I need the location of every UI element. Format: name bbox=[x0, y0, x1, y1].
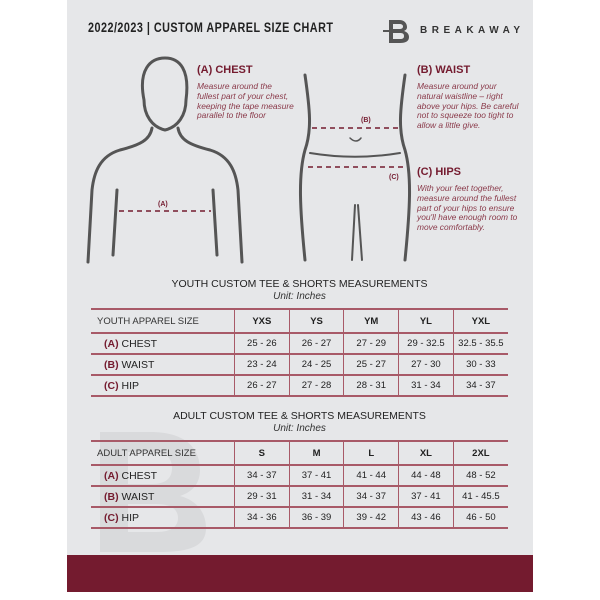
size-header: M bbox=[288, 440, 344, 466]
size-header: YXL bbox=[452, 308, 508, 334]
table-row: (B) WAIST 23 - 24 24 - 25 25 - 27 27 - 30 30 … bbox=[91, 353, 508, 376]
waist-description: Measure around your natural waistline – … bbox=[417, 81, 519, 131]
page-title: 2022/2023 | CUSTOM APPAREL SIZE CHART bbox=[88, 20, 334, 35]
measurement-letter: (B) bbox=[104, 358, 119, 371]
measurement-name: WAIST bbox=[121, 490, 155, 503]
hips-heading: (C) HIPS bbox=[417, 166, 461, 178]
measurement-letter: (A) bbox=[104, 469, 119, 482]
measurement-label: (A) CHEST bbox=[91, 332, 235, 355]
youth-size-table: YOUTH APPAREL SIZE YXS YS YM YL YXL (A) CHEST 2… bbox=[91, 308, 508, 397]
measurement-name: CHEST bbox=[121, 469, 158, 482]
measurement-name: WAIST bbox=[121, 358, 155, 371]
table-header-row: YOUTH APPAREL SIZE YXS YS YM YL YXL bbox=[91, 308, 508, 334]
table-row: (B) WAIST 29 - 31 31 - 34 34 - 37 37 - 41 41 … bbox=[91, 485, 508, 508]
measurement-value: 46 - 50 bbox=[452, 506, 508, 529]
measurement-value: 37 - 41 bbox=[288, 464, 344, 487]
measurement-value: 31 - 34 bbox=[398, 374, 454, 397]
measurement-value: 26 - 27 bbox=[288, 332, 344, 355]
size-header: L bbox=[343, 440, 399, 466]
measurement-value: 34 - 37 bbox=[452, 374, 508, 397]
size-header: YS bbox=[288, 308, 344, 334]
size-header: XL bbox=[398, 440, 454, 466]
waist-heading: (B) WAIST bbox=[417, 64, 471, 76]
table-row: (A) CHEST 25 - 26 26 - 27 27 - 29 29 - 32.5 3… bbox=[91, 332, 508, 355]
marker-c: (C) bbox=[389, 174, 399, 181]
size-header: YL bbox=[398, 308, 454, 334]
youth-table-title: YOUTH CUSTOM TEE & SHORTS MEASUREMENTS bbox=[171, 278, 428, 290]
row-label-header: ADULT APPAREL SIZE bbox=[91, 440, 235, 466]
marker-b: (B) bbox=[361, 117, 371, 124]
youth-unit: Unit: Inches bbox=[273, 291, 326, 302]
measurement-figures: (A) (B) (C) bbox=[86, 56, 412, 264]
measurement-value: 24 - 25 bbox=[288, 353, 344, 376]
measurement-value: 34 - 37 bbox=[343, 485, 399, 508]
measurement-value: 34 - 36 bbox=[234, 506, 290, 529]
measurement-label: (B) WAIST bbox=[91, 485, 235, 508]
measurement-value: 23 - 24 bbox=[234, 353, 290, 376]
measurement-name: HIP bbox=[121, 511, 140, 524]
measurement-value: 39 - 42 bbox=[343, 506, 399, 529]
size-header: YXS bbox=[234, 308, 290, 334]
measurement-value: 29 - 32.5 bbox=[398, 332, 454, 355]
measurement-label: (B) WAIST bbox=[91, 353, 235, 376]
adult-table-title: ADULT CUSTOM TEE & SHORTS MEASUREMENTS bbox=[173, 410, 426, 422]
size-header: YM bbox=[343, 308, 399, 334]
measurement-value: 43 - 46 bbox=[398, 506, 454, 529]
measurement-value: 41 - 44 bbox=[343, 464, 399, 487]
measurement-value: 26 - 27 bbox=[234, 374, 290, 397]
size-header: S bbox=[234, 440, 290, 466]
row-label-header: YOUTH APPAREL SIZE bbox=[91, 308, 235, 334]
chest-heading: (A) CHEST bbox=[197, 64, 253, 76]
footer-band bbox=[67, 555, 533, 592]
adult-size-table: ADULT APPAREL SIZE S M L XL 2XL (A) CHEST 34 - … bbox=[91, 440, 508, 529]
measurement-value: 41 - 45.5 bbox=[452, 485, 508, 508]
measurement-value: 27 - 30 bbox=[398, 353, 454, 376]
measurement-value: 31 - 34 bbox=[288, 485, 344, 508]
bottom-margin bbox=[67, 592, 533, 600]
measurement-letter: (C) bbox=[104, 379, 119, 392]
measurement-value: 44 - 48 bbox=[398, 464, 454, 487]
measurement-label: (C) HIP bbox=[91, 374, 235, 397]
measurement-name: CHEST bbox=[121, 337, 158, 350]
hips-description: With your feet together, measure around … bbox=[417, 183, 518, 233]
table-row: (A) CHEST 34 - 37 37 - 41 41 - 44 44 - 48 48 … bbox=[91, 464, 508, 487]
adult-unit: Unit: Inches bbox=[273, 423, 326, 434]
size-header: 2XL bbox=[452, 440, 508, 466]
measurement-value: 30 - 33 bbox=[452, 353, 508, 376]
measurement-value: 48 - 52 bbox=[452, 464, 508, 487]
measurement-letter: (A) bbox=[104, 337, 119, 350]
measurement-value: 27 - 29 bbox=[343, 332, 399, 355]
measurement-value: 29 - 31 bbox=[234, 485, 290, 508]
measurement-name: HIP bbox=[121, 379, 140, 392]
breakaway-logo-icon bbox=[383, 20, 409, 43]
measurement-label: (A) CHEST bbox=[91, 464, 235, 487]
measurement-value: 28 - 31 bbox=[343, 374, 399, 397]
measurement-value: 34 - 37 bbox=[234, 464, 290, 487]
measurement-letter: (B) bbox=[104, 490, 119, 503]
measurement-value: 32.5 - 35.5 bbox=[452, 332, 508, 355]
table-row: (C) HIP 26 - 27 27 - 28 28 - 31 31 - 34 34 - … bbox=[91, 374, 508, 397]
measurement-value: 25 - 26 bbox=[234, 332, 290, 355]
brand-name: BREAKAWAY bbox=[420, 25, 525, 36]
measurement-value: 37 - 41 bbox=[398, 485, 454, 508]
table-header-row: ADULT APPAREL SIZE S M L XL 2XL bbox=[91, 440, 508, 466]
measurement-value: 25 - 27 bbox=[343, 353, 399, 376]
chest-description: Measure around the fullest part of your … bbox=[197, 81, 294, 121]
measurement-letter: (C) bbox=[104, 511, 119, 524]
measurement-value: 27 - 28 bbox=[288, 374, 344, 397]
measurement-value: 36 - 39 bbox=[288, 506, 344, 529]
marker-a: (A) bbox=[158, 201, 168, 208]
table-row: (C) HIP 34 - 36 36 - 39 39 - 42 43 - 46 46 - … bbox=[91, 506, 508, 529]
measurement-label: (C) HIP bbox=[91, 506, 235, 529]
